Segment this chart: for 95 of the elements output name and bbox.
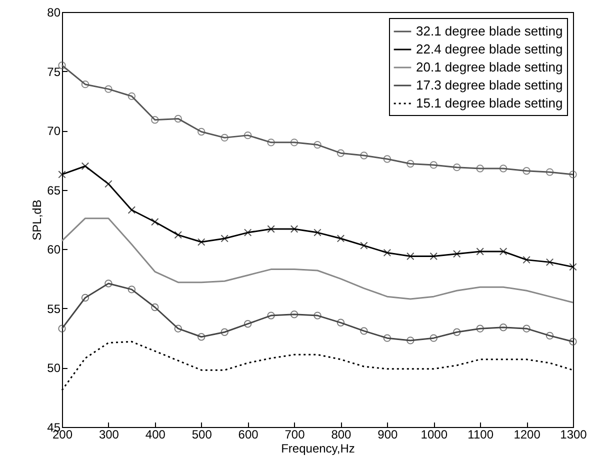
point xyxy=(81,162,90,170)
point xyxy=(128,206,136,214)
point xyxy=(569,170,577,178)
y-axis-title: SPL,dB xyxy=(30,200,44,240)
point xyxy=(430,334,438,342)
point xyxy=(383,155,392,163)
point xyxy=(336,318,345,327)
point xyxy=(58,170,66,178)
x-tick-label: 1100 xyxy=(468,428,494,442)
y-tick-label: 50 xyxy=(47,361,61,376)
point xyxy=(430,252,438,260)
x-tick-label: 1000 xyxy=(420,428,448,442)
point xyxy=(81,80,90,88)
point xyxy=(151,218,159,226)
point xyxy=(174,324,182,332)
point xyxy=(174,114,182,123)
point xyxy=(522,324,530,332)
point xyxy=(499,324,508,332)
point xyxy=(104,180,112,188)
point xyxy=(453,163,461,172)
x-tick-label: 1300 xyxy=(560,428,588,442)
point xyxy=(360,242,368,250)
point xyxy=(522,167,530,175)
point xyxy=(267,312,275,320)
point xyxy=(81,294,90,302)
legend-label: 22.4 degree blade setting xyxy=(416,42,563,56)
x-tick-label: 600 xyxy=(238,428,259,442)
line-series xyxy=(61,218,574,304)
point xyxy=(569,338,577,346)
point xyxy=(453,250,461,258)
point xyxy=(290,310,298,318)
point xyxy=(244,320,252,328)
point xyxy=(499,164,508,172)
x-tick-label: 500 xyxy=(192,428,212,442)
point xyxy=(360,152,368,160)
y-tick-label: 70 xyxy=(47,124,61,138)
point xyxy=(290,138,298,146)
point xyxy=(522,256,530,264)
point xyxy=(267,138,275,146)
x-axis-title: Frequency,Hz xyxy=(281,442,355,456)
point xyxy=(290,225,298,233)
point xyxy=(128,286,136,294)
point xyxy=(104,280,112,288)
point xyxy=(406,336,414,344)
y-tick-label: 75 xyxy=(47,64,61,79)
point xyxy=(128,92,136,100)
y-tick-label: 65 xyxy=(47,183,61,198)
point xyxy=(546,332,554,340)
point xyxy=(314,140,322,149)
point xyxy=(336,149,345,157)
x-tick-label: 800 xyxy=(331,428,352,442)
point xyxy=(174,231,182,239)
point xyxy=(569,263,577,271)
point xyxy=(58,62,66,70)
point xyxy=(499,248,508,256)
x-tick-label: 900 xyxy=(378,428,398,442)
point xyxy=(314,228,322,236)
y-tick-label: 60 xyxy=(47,242,61,257)
point xyxy=(383,248,392,257)
x-tick-label: 700 xyxy=(284,428,306,442)
legend-label: 32.1 degree blade setting xyxy=(416,24,563,38)
point xyxy=(220,134,228,142)
y-tick-label: 80 xyxy=(47,6,61,20)
point xyxy=(406,252,414,260)
point xyxy=(151,303,159,312)
point xyxy=(476,248,484,256)
point xyxy=(476,324,484,332)
point xyxy=(336,234,345,242)
point xyxy=(244,131,252,140)
point xyxy=(360,327,368,335)
point xyxy=(198,333,206,341)
point xyxy=(220,234,228,242)
point xyxy=(546,258,554,266)
point xyxy=(406,160,414,168)
point xyxy=(430,161,438,169)
legend-label: 20.1 degree blade setting xyxy=(416,60,563,74)
point xyxy=(244,228,252,236)
x-tick-label: 300 xyxy=(98,428,120,442)
x-tick-label: 400 xyxy=(145,428,166,442)
point xyxy=(58,324,66,332)
point xyxy=(104,85,112,93)
point xyxy=(267,225,275,233)
point xyxy=(476,164,484,172)
x-tick-label: 1200 xyxy=(514,428,541,442)
point xyxy=(198,238,206,246)
y-tick-label: 55 xyxy=(47,302,61,316)
point xyxy=(546,168,554,176)
point xyxy=(198,128,206,136)
point xyxy=(383,334,392,342)
point xyxy=(220,328,228,336)
point xyxy=(453,328,461,336)
legend-label: 17.3 degree blade setting xyxy=(416,78,563,92)
point xyxy=(314,312,322,320)
legend-label: 15.1 degree blade setting xyxy=(416,96,563,110)
point xyxy=(151,116,159,124)
